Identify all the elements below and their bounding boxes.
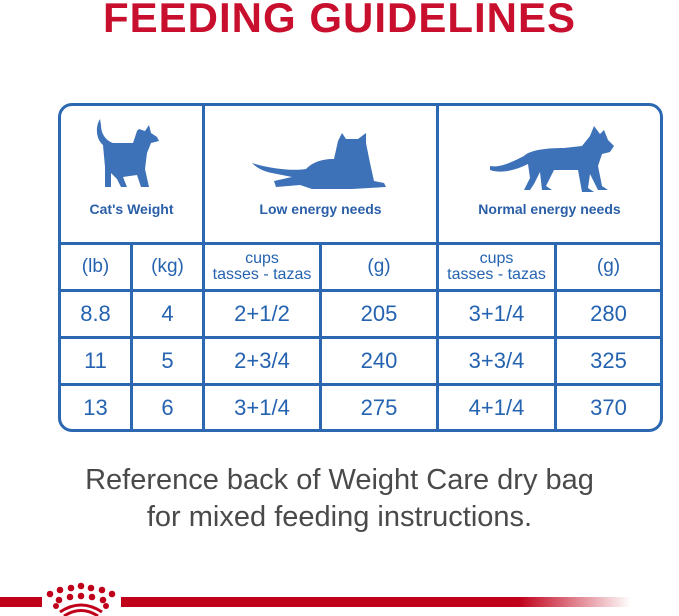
cell-normal-g: 370: [590, 395, 627, 420]
cell-normal-g: 325: [590, 348, 627, 373]
unit-cups-normal: cups tasses - tazas: [439, 245, 554, 289]
cell-low-cups: 2+1/2: [234, 301, 290, 326]
divider: [202, 103, 205, 432]
unit-kg: (kg): [151, 256, 184, 277]
divider: [58, 242, 663, 245]
cell-low-cups: 3+1/4: [234, 395, 290, 420]
divider: [58, 289, 663, 292]
unit-lb: (lb): [81, 256, 110, 277]
cell-lb: 11: [84, 348, 107, 373]
cell-normal-cups: 3+1/4: [468, 301, 525, 326]
cell-normal-cups: 3+3/4: [468, 348, 525, 373]
cell-normal-cups: 4+1/4: [468, 395, 525, 420]
header-normal-energy: Normal energy needs: [478, 201, 621, 217]
cell-kg: 6: [161, 395, 174, 420]
note-line-1: Reference back of Weight Care dry bag: [85, 464, 594, 496]
unit-cups-low: cups tasses - tazas: [205, 245, 319, 289]
header-cats-weight: Cat's Weight: [89, 201, 174, 217]
divider: [58, 383, 663, 386]
unit-cups-translation: tasses - tazas: [447, 266, 546, 283]
cell-normal-g: 280: [590, 301, 627, 326]
note-line-2: for mixed feeding instructions.: [146, 501, 533, 533]
unit-g-normal: (g): [596, 256, 621, 277]
feeding-note: Reference back of Weight Care dry bag fo…: [0, 462, 679, 536]
page-title: FEEDING GUIDELINES: [102, 0, 577, 41]
cell-kg: 5: [161, 348, 174, 373]
cell-low-g: 240: [360, 348, 398, 373]
cell-low-g: 205: [360, 301, 398, 326]
royal-canin-crown-logo: [46, 582, 116, 616]
brand-bar-left: [0, 597, 42, 607]
header-low-energy: Low energy needs: [259, 201, 382, 217]
cell-lb: 8.8: [80, 301, 111, 326]
divider: [436, 103, 439, 432]
unit-cups-label: cups: [245, 250, 279, 267]
cat-lying-icon: [252, 133, 386, 189]
cell-low-g: 275: [360, 395, 398, 420]
unit-g-low: (g): [367, 256, 391, 277]
feeding-table: [58, 103, 663, 432]
cat-standing-icon: [96, 119, 159, 187]
brand-bar-right: [121, 597, 631, 607]
cell-low-cups: 2+3/4: [234, 348, 290, 373]
cell-lb: 13: [83, 395, 108, 420]
unit-cups-label: cups: [479, 250, 514, 267]
unit-cups-translation: tasses - tazas: [212, 266, 312, 283]
cat-walking-icon: [490, 126, 614, 192]
divider: [58, 336, 663, 339]
cell-kg: 4: [161, 301, 174, 326]
